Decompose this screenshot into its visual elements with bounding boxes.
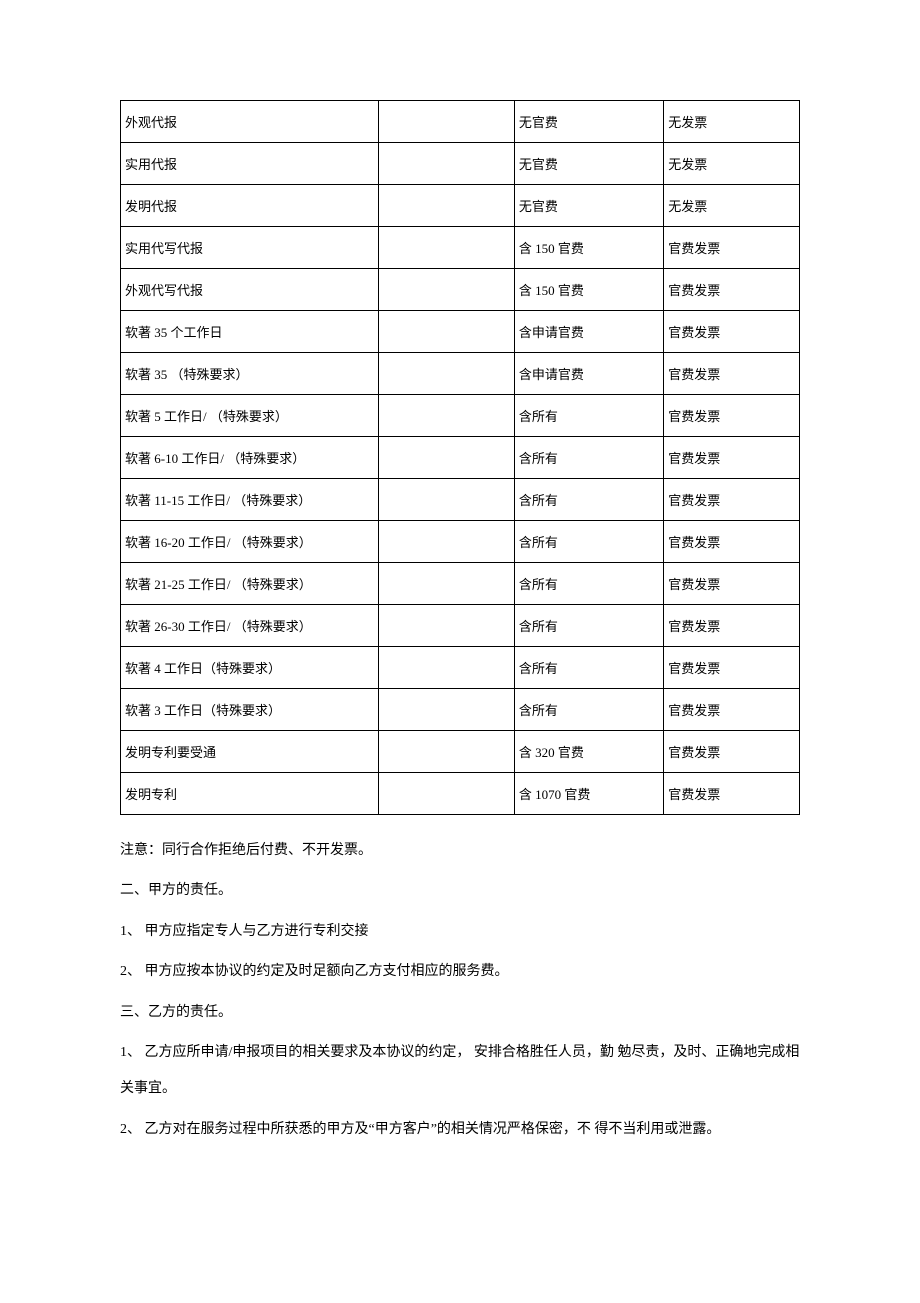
table-cell: 含申请官费 [514, 353, 663, 395]
table-cell [379, 143, 515, 185]
table-cell: 含申请官费 [514, 311, 663, 353]
table-cell: 含所有 [514, 437, 663, 479]
table-cell: 软著 4 工作日（特殊要求） [121, 647, 379, 689]
table-cell: 软著 3 工作日（特殊要求） [121, 689, 379, 731]
table-cell: 官费发票 [664, 227, 800, 269]
table-cell: 官费发票 [664, 773, 800, 815]
table-cell [379, 269, 515, 311]
table-cell: 官费发票 [664, 731, 800, 773]
section-2-heading: 二、甲方的责任。 [120, 873, 800, 909]
table-cell: 实用代报 [121, 143, 379, 185]
table-cell: 发明专利 [121, 773, 379, 815]
table-cell: 官费发票 [664, 437, 800, 479]
table-row: 软著 35 个工作日 含申请官费官费发票 [121, 311, 800, 353]
table-row: 软著 21-25 工作日/ （特殊要求） 含所有官费发票 [121, 563, 800, 605]
table-cell: 软著 26-30 工作日/ （特殊要求） [121, 605, 379, 647]
table-cell: 软著 21-25 工作日/ （特殊要求） [121, 563, 379, 605]
table-cell [379, 605, 515, 647]
note-text: 注意：同行合作拒绝后付费、不开发票。 [120, 833, 800, 869]
table-cell [379, 311, 515, 353]
table-cell: 官费发票 [664, 647, 800, 689]
table-cell: 实用代写代报 [121, 227, 379, 269]
table-cell: 含所有 [514, 605, 663, 647]
table-row: 发明专利要受通 含 320 官费官费发票 [121, 731, 800, 773]
table-cell: 含 320 官费 [514, 731, 663, 773]
table-cell [379, 773, 515, 815]
table-cell: 软著 35 个工作日 [121, 311, 379, 353]
table-cell [379, 731, 515, 773]
pricing-table-body: 外观代报无官费无发票实用代报无官费无发票发明代报无官费无发票实用代写代报含 15… [121, 101, 800, 815]
table-row: 实用代写代报 含 150 官费官费发票 [121, 227, 800, 269]
section-2-item-1: 1、 甲方应指定专人与乙方进行专利交接 [120, 914, 800, 950]
table-cell: 含所有 [514, 689, 663, 731]
table-cell: 官费发票 [664, 269, 800, 311]
table-cell: 官费发票 [664, 605, 800, 647]
pricing-table: 外观代报无官费无发票实用代报无官费无发票发明代报无官费无发票实用代写代报含 15… [120, 100, 800, 815]
table-row: 外观代写代报 含 150 官费官费发票 [121, 269, 800, 311]
table-cell: 含所有 [514, 479, 663, 521]
table-cell: 外观代报 [121, 101, 379, 143]
table-cell: 发明代报 [121, 185, 379, 227]
table-row: 软著 16-20 工作日/ （特殊要求） 含所有官费发票 [121, 521, 800, 563]
table-cell: 官费发票 [664, 521, 800, 563]
table-row: 软著 4 工作日（特殊要求） 含所有官费发票 [121, 647, 800, 689]
section-2-item-2: 2、 甲方应按本协议的约定及时足额向乙方支付相应的服务费。 [120, 954, 800, 990]
table-cell: 官费发票 [664, 395, 800, 437]
table-row: 软著 5 工作日/ （特殊要求） 含所有官费发票 [121, 395, 800, 437]
table-cell: 含所有 [514, 395, 663, 437]
table-cell: 官费发票 [664, 563, 800, 605]
table-cell: 含 1070 官费 [514, 773, 663, 815]
table-row: 软著 3 工作日（特殊要求） 含所有官费发票 [121, 689, 800, 731]
table-cell [379, 689, 515, 731]
section-3-item-2: 2、 乙方对在服务过程中所获悉的甲方及“甲方客户”的相关情况严格保密，不 得不当… [120, 1112, 800, 1148]
table-cell: 官费发票 [664, 689, 800, 731]
table-row: 软著 6-10 工作日/ （特殊要求） 含所有官费发票 [121, 437, 800, 479]
table-cell: 无发票 [664, 185, 800, 227]
table-cell [379, 647, 515, 689]
table-row: 软著 26-30 工作日/ （特殊要求） 含所有官费发票 [121, 605, 800, 647]
table-cell: 软著 11-15 工作日/ （特殊要求） [121, 479, 379, 521]
table-cell: 外观代写代报 [121, 269, 379, 311]
table-cell [379, 185, 515, 227]
table-cell [379, 521, 515, 563]
table-cell: 软著 5 工作日/ （特殊要求） [121, 395, 379, 437]
table-cell: 无发票 [664, 143, 800, 185]
table-cell: 含 150 官费 [514, 227, 663, 269]
table-cell: 含所有 [514, 521, 663, 563]
table-row: 外观代报 无官费无发票 [121, 101, 800, 143]
table-cell [379, 479, 515, 521]
table-cell: 软著 6-10 工作日/ （特殊要求） [121, 437, 379, 479]
table-cell: 无发票 [664, 101, 800, 143]
table-cell: 含所有 [514, 647, 663, 689]
table-cell: 官费发票 [664, 353, 800, 395]
table-cell: 发明专利要受通 [121, 731, 379, 773]
table-cell [379, 353, 515, 395]
table-cell [379, 395, 515, 437]
table-cell: 官费发票 [664, 479, 800, 521]
table-row: 软著 35 （特殊要求） 含申请官费官费发票 [121, 353, 800, 395]
table-cell: 无官费 [514, 185, 663, 227]
table-cell [379, 101, 515, 143]
table-cell [379, 437, 515, 479]
table-cell: 含 150 官费 [514, 269, 663, 311]
table-cell: 无官费 [514, 101, 663, 143]
table-cell: 软著 16-20 工作日/ （特殊要求） [121, 521, 379, 563]
table-cell [379, 563, 515, 605]
table-row: 发明专利 含 1070 官费官费发票 [121, 773, 800, 815]
table-cell: 含所有 [514, 563, 663, 605]
section-3-heading: 三、乙方的责任。 [120, 995, 800, 1031]
table-cell: 软著 35 （特殊要求） [121, 353, 379, 395]
table-row: 实用代报 无官费无发票 [121, 143, 800, 185]
section-3-item-1: 1、 乙方应所申请/申报项目的相关要求及本协议的约定， 安排合格胜任人员，勤 勉… [120, 1035, 800, 1108]
table-cell [379, 227, 515, 269]
table-row: 软著 11-15 工作日/ （特殊要求） 含所有官费发票 [121, 479, 800, 521]
table-cell: 无官费 [514, 143, 663, 185]
table-row: 发明代报 无官费无发票 [121, 185, 800, 227]
table-cell: 官费发票 [664, 311, 800, 353]
